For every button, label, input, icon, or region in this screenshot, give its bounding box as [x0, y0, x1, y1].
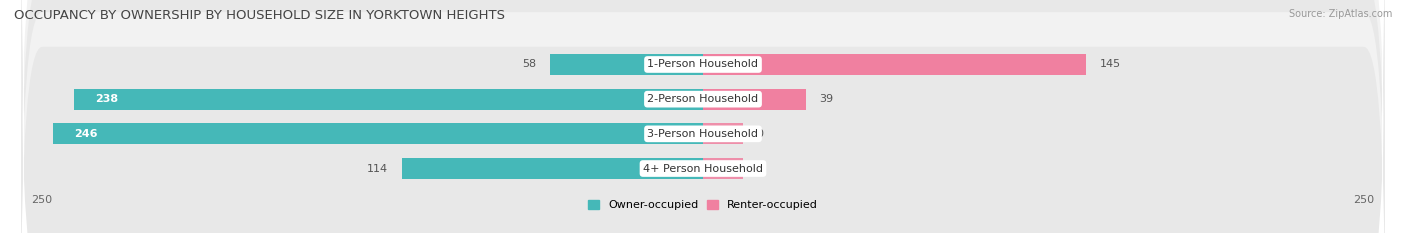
Text: 3-Person Household: 3-Person Household — [648, 129, 758, 139]
Text: OCCUPANCY BY OWNERSHIP BY HOUSEHOLD SIZE IN YORKTOWN HEIGHTS: OCCUPANCY BY OWNERSHIP BY HOUSEHOLD SIZE… — [14, 9, 505, 22]
Text: 0: 0 — [756, 164, 763, 174]
Bar — [53, 123, 703, 144]
Bar — [703, 123, 742, 144]
Bar — [703, 54, 1087, 75]
Text: 58: 58 — [523, 59, 537, 69]
Bar — [402, 158, 703, 179]
Text: 1-Person Household: 1-Person Household — [648, 59, 758, 69]
Bar — [703, 89, 806, 110]
Bar — [703, 158, 742, 179]
Bar — [550, 54, 703, 75]
Text: 145: 145 — [1099, 59, 1121, 69]
FancyBboxPatch shape — [21, 13, 1385, 233]
Text: 4+ Person Household: 4+ Person Household — [643, 164, 763, 174]
Text: Source: ZipAtlas.com: Source: ZipAtlas.com — [1288, 9, 1392, 19]
Text: 2-Person Household: 2-Person Household — [647, 94, 759, 104]
Text: 246: 246 — [75, 129, 97, 139]
Text: 0: 0 — [756, 129, 763, 139]
FancyBboxPatch shape — [21, 0, 1385, 220]
Bar — [75, 89, 703, 110]
Text: 238: 238 — [96, 94, 118, 104]
Text: 39: 39 — [820, 94, 834, 104]
Text: 114: 114 — [367, 164, 388, 174]
Legend: Owner-occupied, Renter-occupied: Owner-occupied, Renter-occupied — [586, 197, 820, 212]
FancyBboxPatch shape — [21, 0, 1385, 233]
FancyBboxPatch shape — [21, 0, 1385, 233]
